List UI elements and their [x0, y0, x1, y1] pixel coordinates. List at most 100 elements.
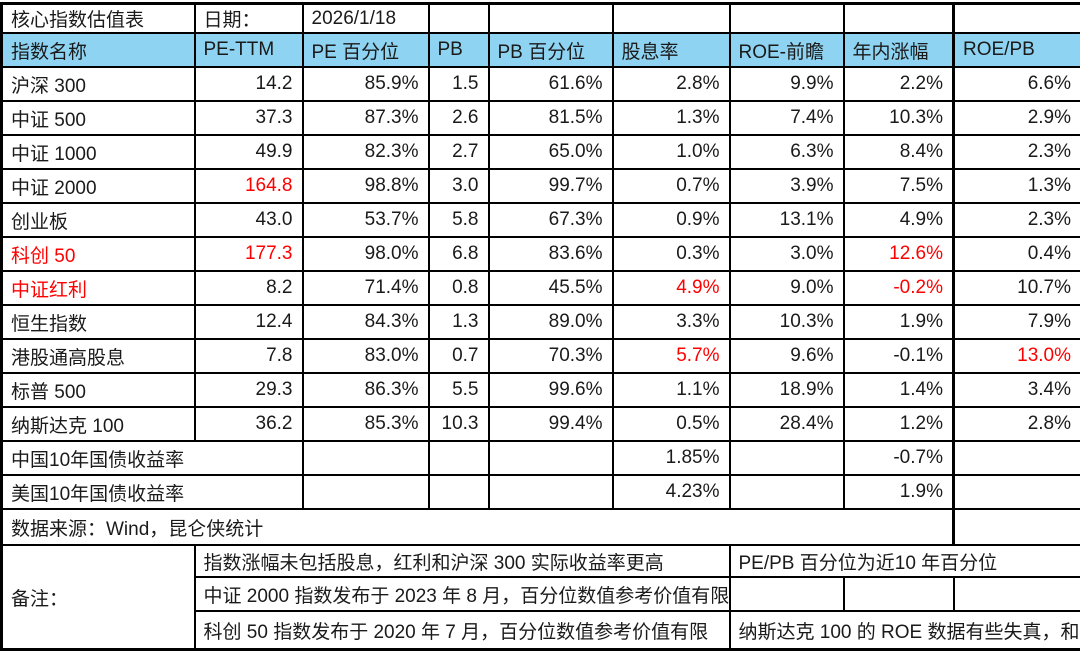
roe-forward-cell: 13.1% — [728, 202, 845, 238]
dividend-yield-cell: 2.8% — [611, 66, 731, 102]
empty-cell — [487, 474, 614, 510]
dividend-yield-cell: 3.3% — [611, 304, 731, 340]
pe-percentile-cell: 98.8% — [301, 168, 430, 204]
ytd-change-cell: 12.6% — [842, 236, 955, 272]
col-header-pb-percentile: PB 百分位 — [487, 32, 614, 68]
pb-percentile-cell: 89.0% — [487, 304, 614, 340]
pb-cell: 6.8 — [427, 236, 490, 272]
pe-percentile-cell: 86.3% — [301, 372, 430, 408]
empty-cell — [301, 474, 430, 510]
index-name-cell: 恒生指数 — [0, 304, 196, 340]
roe-forward-cell: 9.6% — [728, 338, 845, 374]
roe-forward-cell: 9.9% — [728, 66, 845, 102]
index-name-cell: 中证红利 — [0, 270, 196, 306]
ytd-change-cell: 8.4% — [842, 134, 955, 170]
table-row: 中证 1000 49.9 82.3% 2.7 65.0% 1.0% 6.3% 8… — [0, 134, 1080, 170]
table-row: 港股通高股息 7.8 83.0% 0.7 70.3% 5.7% 9.6% -0.… — [0, 338, 1080, 374]
table-row: 标普 500 29.3 86.3% 5.5 99.6% 1.1% 18.9% 1… — [0, 372, 1080, 408]
pe-percentile-cell: 71.4% — [301, 270, 430, 306]
col-header-dividend-yield: 股息率 — [611, 32, 731, 68]
empty-cell — [611, 2, 731, 34]
pe-percentile-cell: 98.0% — [301, 236, 430, 272]
roe-forward-cell: 3.0% — [728, 236, 845, 272]
roe-forward-cell: 3.9% — [728, 168, 845, 204]
table-row: 沪深 300 14.2 85.9% 1.5 61.6% 2.8% 9.9% 2.… — [0, 66, 1080, 102]
pb-percentile-cell: 45.5% — [487, 270, 614, 306]
empty-cell — [487, 440, 614, 476]
ytd-change-cell: 4.9% — [842, 202, 955, 238]
ytd-change-cell: 2.2% — [842, 66, 955, 102]
pb-percentile-cell: 61.6% — [487, 66, 614, 102]
pb-percentile-cell: 99.4% — [487, 406, 614, 442]
pb-cell: 5.8 — [427, 202, 490, 238]
roe-pb-cell: 7.9% — [952, 304, 1080, 340]
pb-percentile-cell: 99.6% — [487, 372, 614, 408]
note-row: 科创 50 指数发布于 2020 年 7 月，百分位数值参考价值有限 纳斯达克 … — [2, 610, 1080, 651]
dividend-yield-cell: 0.5% — [611, 406, 731, 442]
roe-pb-cell: 3.4% — [952, 372, 1080, 408]
col-header-index-name: 指数名称 — [0, 32, 196, 68]
col-header-pe-percentile: PE 百分位 — [301, 32, 430, 68]
notes-label: 备注： — [0, 544, 196, 651]
bond-yield: 1.85% — [611, 440, 731, 476]
pe-percentile-cell: 85.3% — [301, 406, 430, 442]
bond-row-china: 中国10年国债收益率 1.85% -0.7% — [0, 440, 1080, 476]
index-name-cell: 中证 500 — [0, 100, 196, 136]
index-name-cell: 中证 2000 — [0, 168, 196, 204]
pb-cell: 10.3 — [427, 406, 490, 442]
roe-pb-cell: 10.7% — [952, 270, 1080, 306]
roe-pb-cell: 2.3% — [952, 134, 1080, 170]
empty-cell — [952, 440, 1080, 476]
pb-cell: 1.3 — [427, 304, 490, 340]
empty-cell — [728, 576, 845, 612]
note-cell: 科创 50 指数发布于 2020 年 7 月，百分位数值参考价值有限 — [193, 610, 731, 651]
empty-cell — [952, 508, 1080, 546]
note-row: 备注： 指数涨幅未包括股息，红利和沪深 300 实际收益率更高 PE/PB 百分… — [0, 544, 1080, 651]
column-header-row: 指数名称 PE-TTM PE 百分位 PB PB 百分位 股息率 ROE-前瞻 … — [0, 32, 1080, 68]
pe-percentile-cell: 82.3% — [301, 134, 430, 170]
table-row: 中证红利 8.2 71.4% 0.8 45.5% 4.9% 9.0% -0.2%… — [0, 270, 1080, 306]
data-source: 数据来源：Wind，昆仑侠统计 — [0, 508, 955, 546]
table-row: 中证 500 37.3 87.3% 2.6 81.5% 1.3% 7.4% 10… — [0, 100, 1080, 136]
dividend-yield-cell: 0.7% — [611, 168, 731, 204]
dividend-yield-cell: 1.3% — [611, 100, 731, 136]
note-row: 中证 2000 指数发布于 2023 年 8 月，百分位数值参考价值有限 — [2, 576, 1080, 612]
empty-cell — [842, 576, 955, 612]
dividend-yield-cell: 0.9% — [611, 202, 731, 238]
pb-cell: 0.8 — [427, 270, 490, 306]
ytd-change-cell: 7.5% — [842, 168, 955, 204]
source-row: 数据来源：Wind，昆仑侠统计 — [0, 508, 1080, 546]
roe-forward-cell: 6.3% — [728, 134, 845, 170]
table-row: 中证 2000 164.8 98.8% 3.0 99.7% 0.7% 3.9% … — [0, 168, 1080, 204]
col-header-roe-pb: ROE/PB — [952, 32, 1080, 68]
dividend-yield-cell: 1.0% — [611, 134, 731, 170]
pe-percentile-cell: 83.0% — [301, 338, 430, 374]
ytd-change-cell: 1.2% — [842, 406, 955, 442]
index-name-cell: 港股通高股息 — [0, 338, 196, 374]
pe-ttm-cell: 177.3 — [193, 236, 304, 272]
ytd-change-cell: 10.3% — [842, 100, 955, 136]
pb-cell: 0.7 — [427, 338, 490, 374]
table-title: 核心指数估值表 — [0, 2, 196, 34]
ytd-change-cell: -0.1% — [842, 338, 955, 374]
bond-name: 中国10年国债收益率 — [0, 440, 304, 476]
pe-percentile-cell: 84.3% — [301, 304, 430, 340]
pb-percentile-cell: 99.7% — [487, 168, 614, 204]
bond-row-us: 美国10年国债收益率 4.23% 1.9% — [0, 474, 1080, 510]
empty-cell — [427, 440, 490, 476]
pe-percentile-cell: 85.9% — [301, 66, 430, 102]
note-cell: 指数涨幅未包括股息，红利和沪深 300 实际收益率更高 — [193, 544, 731, 578]
date-value: 2026/1/18 — [301, 2, 430, 34]
pb-cell: 1.5 — [427, 66, 490, 102]
index-name-cell: 标普 500 — [0, 372, 196, 408]
roe-pb-cell: 1.3% — [952, 168, 1080, 204]
pe-ttm-cell: 49.9 — [193, 134, 304, 170]
table-row: 科创 50 177.3 98.0% 6.8 83.6% 0.3% 3.0% 12… — [0, 236, 1080, 272]
empty-cell — [952, 474, 1080, 510]
roe-pb-cell: 0.4% — [952, 236, 1080, 272]
pe-ttm-cell: 37.3 — [193, 100, 304, 136]
table-row: 创业板 43.0 53.7% 5.8 67.3% 0.9% 13.1% 4.9%… — [0, 202, 1080, 238]
pe-ttm-cell: 14.2 — [193, 66, 304, 102]
title-row: 核心指数估值表 日期： 2026/1/18 — [0, 2, 1080, 34]
pe-ttm-cell: 43.0 — [193, 202, 304, 238]
